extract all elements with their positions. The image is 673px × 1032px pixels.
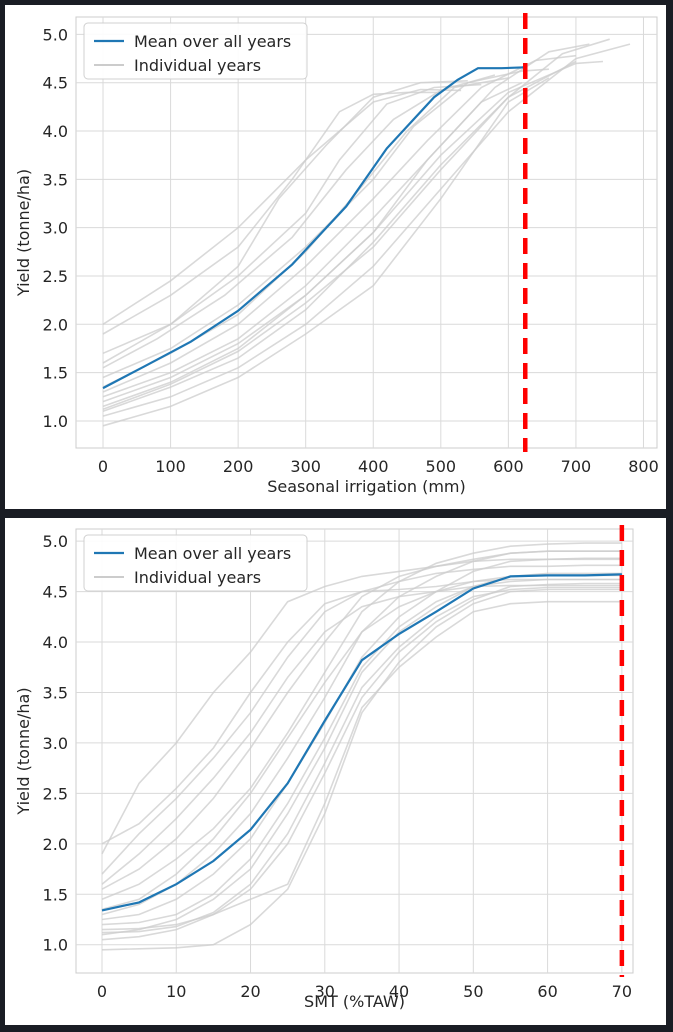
x-tick-label: 40 [389,982,409,1001]
mean-line [101,573,622,912]
y-tick-label: 2.5 [43,784,68,803]
x-tick-label: 70 [612,982,632,1001]
y-tick-label: 3.0 [43,734,68,753]
x-tick-label: 100 [155,457,186,476]
y-tick-label: 3.5 [43,170,68,189]
chart-panel-smt: 0 10 20 30 40 50 60 70 1.0 1.5 2.0 2.5 3.0 3.5 4.0 4.5 5… [5,518,666,1025]
individual-year-line [102,38,610,413]
individual-year-line [102,54,576,393]
y-tick-label: 3.5 [43,683,68,702]
y-tick-label: 4.0 [43,633,68,652]
x-tick-label: 0 [97,982,107,1001]
individual-year-line [101,584,622,885]
individual-year-line [101,578,622,926]
legend-mean-label: Mean over all years [134,544,291,563]
y-tick-label: 4.5 [43,74,68,93]
mean-line [102,66,526,390]
individual-year-line [101,572,622,936]
individual-year-line [101,564,622,875]
individual-year-line [101,557,622,921]
individual-year-line [102,60,577,411]
x-tick-label: 800 [628,457,659,476]
chart-panel-irrigation: 0 100 200 300 400 500 600 700 800 1.0 1.5 2.0 2.5 3.0… [5,5,666,509]
y-tick-label: 1.0 [43,936,68,955]
individual-year-line [102,83,482,355]
y-tick-label: 5.0 [43,532,68,551]
x-tick-label: 700 [561,457,592,476]
legend-individual-label: Individual years [134,568,261,587]
x-tick-label: 0 [98,457,108,476]
individual-year-line [101,588,622,951]
x-tick-label: 30 [315,982,335,1001]
x-tick-label: 600 [493,457,524,476]
y-axis-label: Yield (tonne/ha) [14,687,33,815]
individual-year-line [101,542,622,901]
legend-box [83,534,308,592]
y-tick-label: 1.5 [43,885,68,904]
x-tick-label: 10 [166,982,186,1001]
x-tick-label: 20 [240,982,260,1001]
y-tick-label: 4.5 [43,583,68,602]
x-axis-label: SMT (%TAW) [304,992,405,1011]
x-axis-label: Seasonal irrigation (mm) [267,477,466,496]
legend-individual-label: Individual years [134,56,261,75]
individual-year-line [102,68,549,379]
individual-year-line [102,91,441,335]
individual-year-line [102,43,590,398]
x-tick-label: 50 [463,982,483,1001]
individual-year-line [102,77,550,427]
y-axis-label: Yield (tonne/ha) [14,169,33,297]
individual-year-line [101,586,622,934]
y-tick-label: 1.0 [43,412,68,431]
individual-year-line [102,80,468,364]
legend-mean-label: Mean over all years [134,32,291,51]
y-tick-label: 2.5 [43,267,68,286]
x-tick-label: 500 [426,457,457,476]
x-tick-label: 200 [223,457,254,476]
x-tick-label: 400 [358,457,389,476]
x-tick-label: 300 [290,457,321,476]
y-tick-label: 4.0 [43,122,68,141]
y-tick-label: 2.0 [43,835,68,854]
y-tick-label: 2.0 [43,315,68,334]
legend-box [83,22,308,80]
y-tick-label: 1.5 [43,364,68,383]
chart-smt-yield: 0 10 20 30 40 50 60 70 1.0 1.5 2.0 2.5 3.0 3.5 4.0 4.5 5… [14,525,634,1011]
chart-irrigation-yield: 0 100 200 300 400 500 600 700 800 1.0 1.5 2.0 2.5 3.0… [14,13,659,496]
x-tick-label: 60 [537,982,557,1001]
individual-year-line [102,74,496,369]
y-tick-label: 3.0 [43,219,68,238]
plot-area [75,16,658,449]
individual-year-line [102,43,631,417]
y-tick-label: 5.0 [43,25,68,44]
